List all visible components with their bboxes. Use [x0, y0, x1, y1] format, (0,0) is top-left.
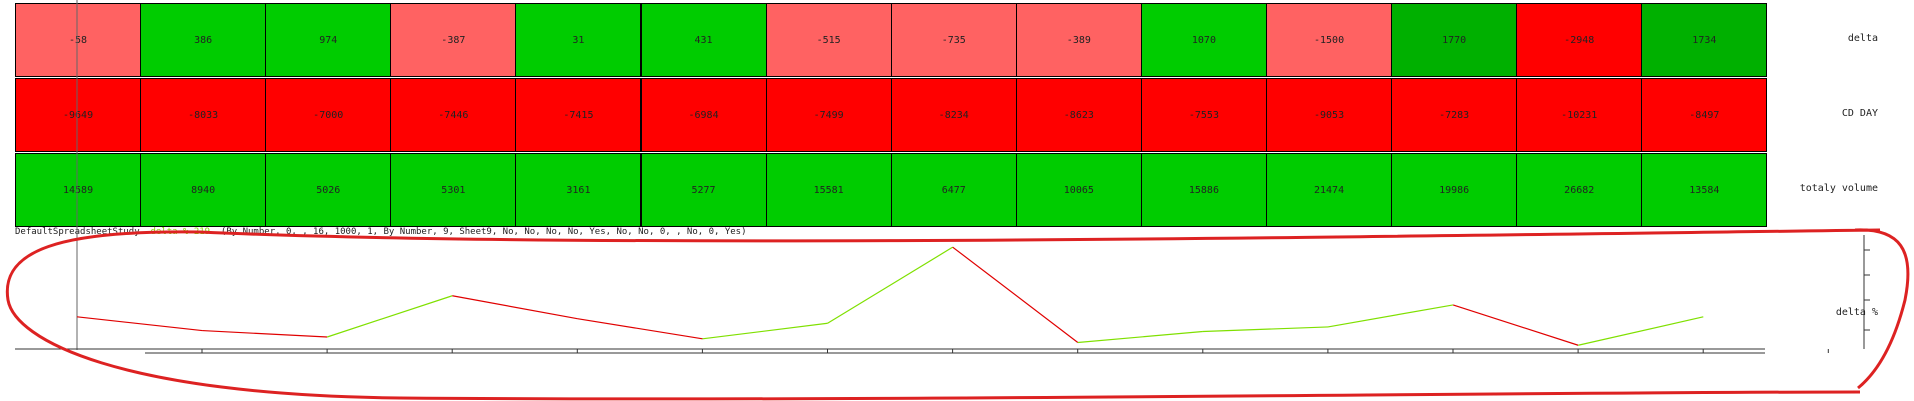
line-segment — [1578, 316, 1704, 346]
cell: -515 — [765, 3, 892, 77]
cell: 26682 — [1516, 153, 1643, 227]
cell: -7446 — [390, 78, 517, 152]
line-segment — [202, 329, 328, 338]
cell: 13584 — [1641, 153, 1768, 227]
cell: -8033 — [140, 78, 267, 152]
row-label: CD DAY — [1841, 107, 1878, 119]
cell: -8623 — [1015, 78, 1142, 152]
cell: 5277 — [640, 153, 767, 227]
cell: 10065 — [1015, 153, 1142, 227]
cell: -6984 — [640, 78, 767, 152]
line-segment — [952, 246, 1079, 343]
cell: 8940 — [140, 153, 267, 227]
cell: -10231 — [1516, 78, 1643, 152]
cell: 1770 — [1391, 3, 1518, 77]
cell: 6477 — [890, 153, 1017, 227]
cell: 15886 — [1140, 153, 1267, 227]
cell: -8234 — [890, 78, 1017, 152]
study-params: (By Number, 0, , 16, 1000, 1, By Number,… — [220, 227, 747, 237]
line-segment — [1452, 304, 1579, 346]
cell: 5026 — [265, 153, 392, 227]
line-segment — [1202, 326, 1329, 333]
cell: -735 — [890, 3, 1017, 77]
cell: 21474 — [1266, 153, 1393, 227]
cell: -7415 — [515, 78, 642, 152]
cell: 15581 — [765, 153, 892, 227]
cell: -8497 — [1641, 78, 1768, 152]
cell: 1734 — [1641, 3, 1768, 77]
cell: -9649 — [15, 78, 142, 152]
cell: 1070 — [1140, 3, 1267, 77]
cell: -1500 — [1266, 3, 1393, 77]
annotation-ellipse — [5, 228, 1910, 401]
cell: 3161 — [515, 153, 642, 227]
cell: 19986 — [1391, 153, 1518, 227]
cell: -7499 — [765, 78, 892, 152]
line-segment — [452, 295, 578, 320]
cell: 431 — [640, 3, 767, 77]
row-label: totaly volume — [1799, 182, 1878, 194]
row-label: delta — [1847, 32, 1878, 44]
cell: 5301 — [390, 153, 517, 227]
cell: -7553 — [1140, 78, 1267, 152]
line-segment — [702, 322, 828, 340]
cell: -2948 — [1516, 3, 1643, 77]
line-segment — [1077, 330, 1203, 344]
line-segment — [76, 316, 203, 332]
cell: 31 — [515, 3, 642, 77]
line-segment — [577, 318, 703, 340]
line-segment — [827, 246, 954, 324]
cell: -7283 — [1391, 78, 1518, 152]
cell: -58 — [15, 3, 142, 77]
cell: 386 — [140, 3, 267, 77]
chart-label: delta % — [1836, 307, 1878, 318]
cell: 974 — [265, 3, 392, 77]
cell: -7000 — [265, 78, 392, 152]
cell: 14589 — [15, 153, 142, 227]
cell: -9053 — [1266, 78, 1393, 152]
line-segment — [327, 295, 453, 338]
line-segment — [1327, 304, 1454, 328]
